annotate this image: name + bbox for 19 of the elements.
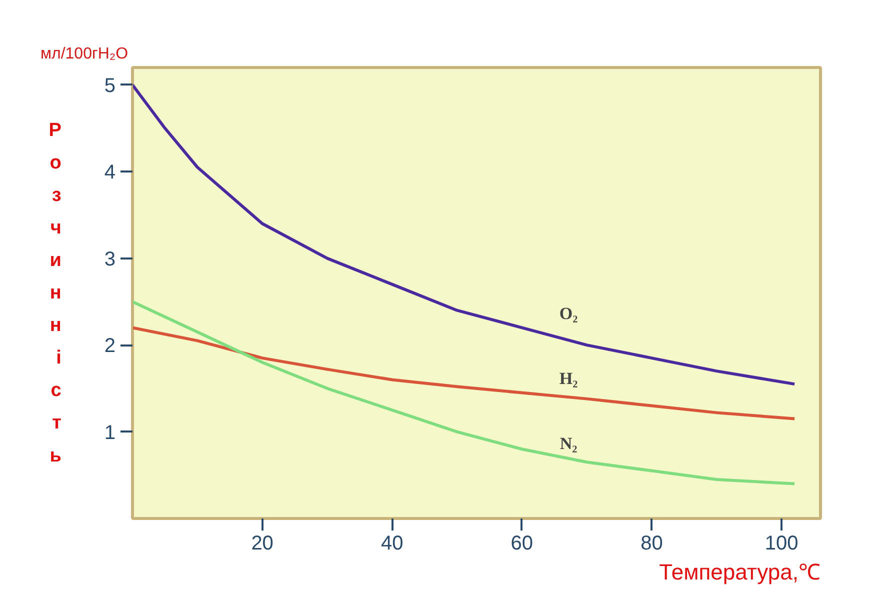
x-tick-label: 40 (381, 532, 404, 554)
annotation: O₂ (559, 304, 578, 323)
x-tick-label: 100 (764, 532, 798, 554)
y-tick-label: 3 (104, 248, 116, 270)
y-tick-label: 5 (104, 74, 116, 97)
x-axis-title: Температура,℃ (659, 560, 820, 584)
y-tick-label: 2 (104, 335, 116, 358)
text: Розчинність (48, 120, 62, 466)
text: мл/100гH₂O (40, 46, 128, 62)
y-tick-label: 4 (104, 162, 116, 184)
annotation: N₂ (560, 434, 578, 453)
line-series (132, 83, 796, 386)
x-tick-label: 60 (510, 532, 534, 554)
line-series (132, 326, 796, 420)
line-series (132, 300, 796, 486)
annotation: H₂ (559, 369, 578, 388)
x-tick-label: 80 (640, 532, 663, 554)
x-tick-label: 20 (251, 532, 274, 554)
y-tick-label: 1 (104, 422, 116, 444)
